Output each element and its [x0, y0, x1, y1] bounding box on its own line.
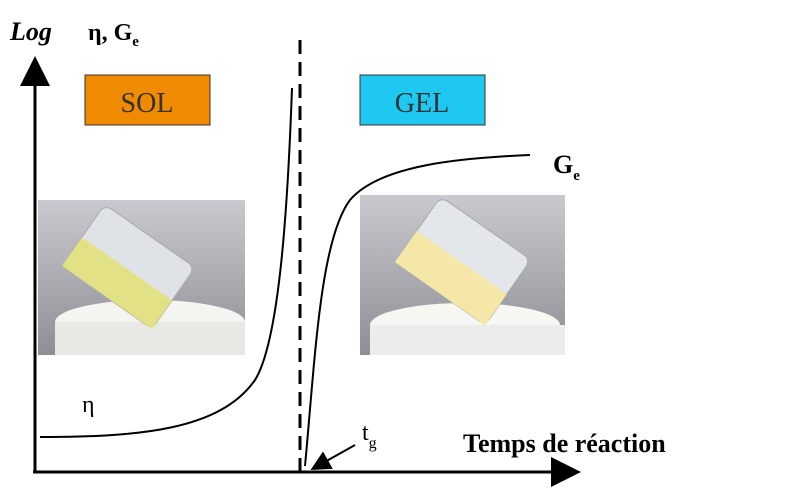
gel-time-subscript: g	[369, 435, 377, 452]
viscosity-label: η	[82, 392, 95, 418]
y-axis-subscript: e	[132, 34, 139, 50]
gel-point-arrow	[314, 445, 355, 468]
sol-photo	[38, 200, 245, 355]
gel-photo	[360, 195, 565, 355]
diagram: Log η, Ge SOL GEL η Ge tg Temps de réact…	[0, 0, 801, 490]
modulus-subscript: e	[573, 168, 580, 184]
x-axis-label: Temps de réaction	[463, 429, 666, 458]
y-axis-log: Log	[9, 17, 52, 46]
sol-label: SOL	[121, 88, 174, 119]
modulus-label-text: G	[553, 150, 573, 179]
y-axis-symbols: η, Ge	[88, 20, 139, 50]
gel-label: GEL	[395, 88, 449, 119]
page: {"y_axis": {"label": "Log", "symbols": "…	[0, 0, 801, 490]
modulus-label: Ge	[553, 150, 580, 184]
gel-time-label: tg	[362, 420, 377, 452]
y-axis-symbols-text: η, G	[88, 20, 133, 46]
